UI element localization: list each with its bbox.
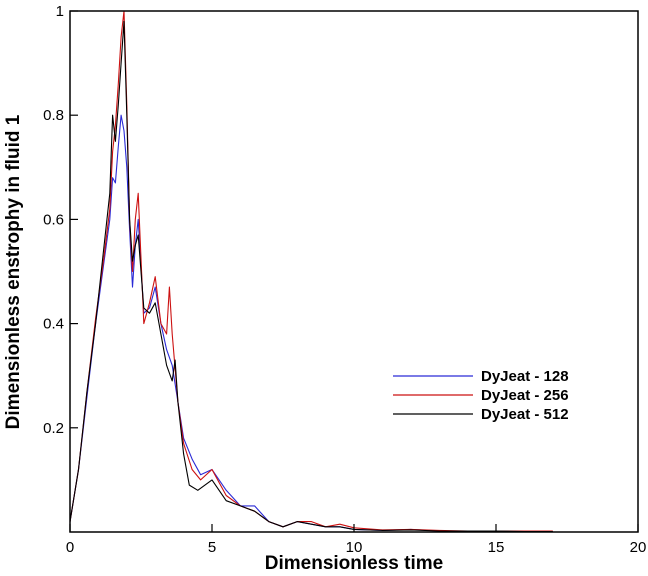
y-tick-label: 0.8 <box>43 107 64 124</box>
legend-label-3: DyJeat - 512 <box>481 406 569 423</box>
x-tick-label: 0 <box>66 539 74 556</box>
legend-label-1: DyJeat - 128 <box>481 368 569 385</box>
x-axis-title: Dimensionless time <box>265 553 443 574</box>
legend-label-2: DyJeat - 256 <box>481 387 569 404</box>
y-tick-label: 0.4 <box>43 316 64 333</box>
series-line-3 <box>69 20 553 533</box>
legend: DyJeat - 128 DyJeat - 256 DyJeat - 512 <box>393 368 569 423</box>
plot-frame <box>69 10 639 533</box>
series-lines <box>69 10 553 533</box>
y-axis-title: Dimensionless enstrophy in fluid 1 <box>3 114 24 429</box>
x-tick-label: 5 <box>208 539 216 556</box>
x-tick-label: 10 <box>346 539 363 556</box>
y-tick-label: 1 <box>56 3 64 20</box>
series-line-2 <box>69 10 553 532</box>
x-tick-label: 15 <box>488 539 505 556</box>
y-tick-label: 0.6 <box>43 211 64 228</box>
axis-ticks: 0 5 10 15 20 0.2 0.4 0.6 0.8 1 <box>43 3 646 556</box>
y-tick-label: 0.2 <box>43 420 64 437</box>
series-line-1 <box>69 114 553 533</box>
x-tick-label: 20 <box>630 539 647 556</box>
